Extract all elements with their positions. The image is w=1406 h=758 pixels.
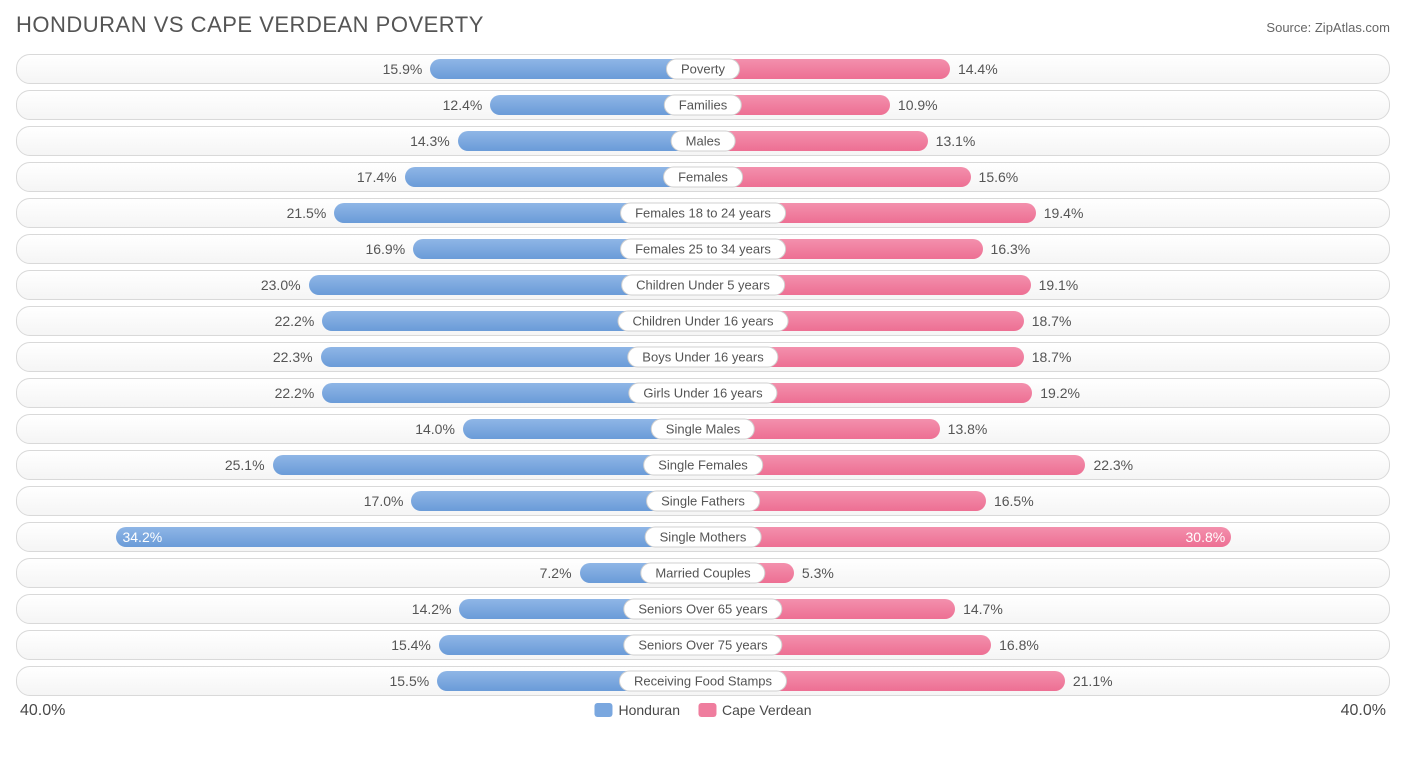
value-cape-verdean: 16.8% (999, 637, 1039, 653)
value-cape-verdean: 22.3% (1093, 457, 1133, 473)
chart-row: 12.4% 10.9% Families (16, 90, 1390, 120)
value-honduran: 17.0% (364, 493, 404, 509)
value-cape-verdean: 16.5% (994, 493, 1034, 509)
diverging-bar-chart: 15.9% 14.4% Poverty 12.4% 10.9% Families 14.3%… (16, 54, 1390, 696)
chart-row: 15.4% 16.8% Seniors Over 75 years (16, 630, 1390, 660)
chart-row: 22.3% 18.7% Boys Under 16 years (16, 342, 1390, 372)
source-name: ZipAtlas.com (1315, 20, 1390, 35)
value-honduran: 21.5% (287, 205, 327, 221)
value-cape-verdean: 16.3% (991, 241, 1031, 257)
bar-cape-verdean (703, 59, 950, 79)
category-label: Married Couples (640, 563, 765, 584)
value-cape-verdean: 13.1% (936, 133, 976, 149)
chart-row: 14.3% 13.1% Males (16, 126, 1390, 156)
value-cape-verdean: 19.2% (1040, 385, 1080, 401)
value-cape-verdean: 14.4% (958, 61, 998, 77)
legend-label-cape-verdean: Cape Verdean (722, 702, 812, 718)
chart-row: 34.2% 30.8% Single Mothers (16, 522, 1390, 552)
value-cape-verdean: 19.4% (1044, 205, 1084, 221)
category-label: Seniors Over 75 years (623, 635, 782, 656)
value-cape-verdean: 19.1% (1039, 277, 1079, 293)
chart-row: 7.2% 5.3% Married Couples (16, 558, 1390, 588)
category-label: Receiving Food Stamps (619, 671, 787, 692)
category-label: Children Under 5 years (621, 275, 785, 296)
chart-row: 17.4% 15.6% Females (16, 162, 1390, 192)
value-cape-verdean: 5.3% (802, 565, 834, 581)
category-label: Families (664, 95, 742, 116)
value-cape-verdean: 14.7% (963, 601, 1003, 617)
chart-row: 15.5% 21.1% Receiving Food Stamps (16, 666, 1390, 696)
bar-cape-verdean (703, 167, 971, 187)
chart-row: 15.9% 14.4% Poverty (16, 54, 1390, 84)
category-label: Single Mothers (645, 527, 762, 548)
category-label: Single Fathers (646, 491, 760, 512)
category-label: Poverty (666, 59, 740, 80)
value-cape-verdean: 13.8% (948, 421, 988, 437)
value-honduran: 14.2% (412, 601, 452, 617)
chart-row: 14.0% 13.8% Single Males (16, 414, 1390, 444)
value-cape-verdean: 18.7% (1032, 313, 1072, 329)
legend: Honduran Cape Verdean (594, 702, 811, 718)
value-honduran: 23.0% (261, 277, 301, 293)
category-label: Single Females (643, 455, 763, 476)
value-honduran: 22.2% (275, 385, 315, 401)
value-honduran: 16.9% (365, 241, 405, 257)
value-cape-verdean: 30.8% (1186, 529, 1226, 545)
value-cape-verdean: 21.1% (1073, 673, 1113, 689)
bar-honduran (458, 131, 703, 151)
value-honduran: 17.4% (357, 169, 397, 185)
category-label: Children Under 16 years (618, 311, 789, 332)
category-label: Seniors Over 65 years (623, 599, 782, 620)
value-honduran: 34.2% (122, 529, 162, 545)
chart-row: 25.1% 22.3% Single Females (16, 450, 1390, 480)
legend-swatch-cape-verdean (698, 703, 716, 717)
bar-cape-verdean (703, 131, 928, 151)
legend-item-cape-verdean: Cape Verdean (698, 702, 812, 718)
value-cape-verdean: 15.6% (979, 169, 1019, 185)
value-honduran: 14.0% (415, 421, 455, 437)
chart-title: HONDURAN VS CAPE VERDEAN POVERTY (16, 12, 484, 38)
category-label: Females 25 to 34 years (620, 239, 786, 260)
bar-cape-verdean: 30.8% (703, 527, 1231, 547)
chart-row: 22.2% 19.2% Girls Under 16 years (16, 378, 1390, 408)
legend-item-honduran: Honduran (594, 702, 680, 718)
value-cape-verdean: 18.7% (1032, 349, 1072, 365)
chart-row: 17.0% 16.5% Single Fathers (16, 486, 1390, 516)
chart-row: 21.5% 19.4% Females 18 to 24 years (16, 198, 1390, 228)
chart-row: 14.2% 14.7% Seniors Over 65 years (16, 594, 1390, 624)
chart-row: 16.9% 16.3% Females 25 to 34 years (16, 234, 1390, 264)
value-honduran: 25.1% (225, 457, 265, 473)
value-honduran: 7.2% (540, 565, 572, 581)
chart-row: 23.0% 19.1% Children Under 5 years (16, 270, 1390, 300)
bar-honduran: 34.2% (116, 527, 703, 547)
category-label: Males (671, 131, 736, 152)
category-label: Boys Under 16 years (627, 347, 778, 368)
bar-honduran (430, 59, 703, 79)
source-attribution: Source: ZipAtlas.com (1266, 20, 1390, 35)
chart-row: 22.2% 18.7% Children Under 16 years (16, 306, 1390, 336)
value-honduran: 15.9% (383, 61, 423, 77)
category-label: Females (663, 167, 743, 188)
bar-honduran (273, 455, 703, 475)
value-honduran: 22.3% (273, 349, 313, 365)
value-honduran: 22.2% (275, 313, 315, 329)
legend-swatch-honduran (594, 703, 612, 717)
value-cape-verdean: 10.9% (898, 97, 938, 113)
bar-honduran (405, 167, 703, 187)
value-honduran: 15.4% (391, 637, 431, 653)
chart-footer: 40.0% Honduran Cape Verdean 40.0% (16, 702, 1390, 726)
value-honduran: 14.3% (410, 133, 450, 149)
category-label: Girls Under 16 years (628, 383, 777, 404)
value-honduran: 15.5% (389, 673, 429, 689)
category-label: Females 18 to 24 years (620, 203, 786, 224)
source-label: Source: (1266, 20, 1311, 35)
category-label: Single Males (651, 419, 755, 440)
legend-label-honduran: Honduran (618, 702, 680, 718)
value-honduran: 12.4% (443, 97, 483, 113)
